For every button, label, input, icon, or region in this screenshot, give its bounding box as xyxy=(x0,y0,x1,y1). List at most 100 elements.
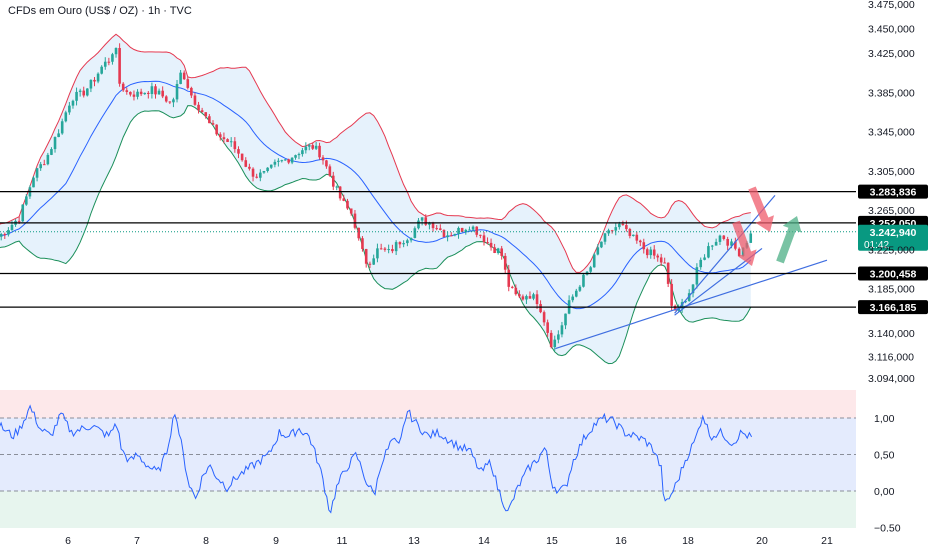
time-tick-label: 9 xyxy=(273,535,279,547)
candle-body xyxy=(521,296,525,300)
candle-body xyxy=(301,150,304,155)
candle-body xyxy=(479,234,482,236)
bollinger-bands xyxy=(0,33,752,365)
upper-channel-line xyxy=(674,195,776,314)
candle-body xyxy=(532,294,535,299)
price-tick-label: 3.116,000 xyxy=(868,351,914,363)
price-axis[interactable]: 3.475,000 3.450,000 3.425,000 3.385,000 3.34… xyxy=(868,0,915,385)
time-tick-label: 11 xyxy=(337,535,348,547)
candle-body xyxy=(96,73,100,82)
candle-body xyxy=(42,164,46,166)
candle-body xyxy=(277,160,280,162)
candle-body xyxy=(571,296,574,301)
candle-body xyxy=(7,230,10,235)
candle-body xyxy=(328,166,332,176)
candle-body xyxy=(75,91,78,101)
candle-body xyxy=(659,257,663,263)
candlesticks xyxy=(0,43,753,351)
time-tick-label: 6 xyxy=(65,535,71,547)
oscillator-tick-label: 0,50 xyxy=(874,450,895,462)
candle-body xyxy=(372,258,375,265)
oscillator-background xyxy=(0,390,856,528)
candle-body xyxy=(25,196,28,205)
candle-body xyxy=(453,233,457,236)
candle-body xyxy=(244,160,248,167)
time-axis[interactable]: 6 7 8 9 11 13 14 15 16 18 20 21 xyxy=(65,535,833,547)
price-tick-label: 3.225,000 xyxy=(868,244,915,256)
candle-body xyxy=(391,249,394,252)
candle-body xyxy=(357,227,361,239)
candle-body xyxy=(635,234,639,241)
candle-body xyxy=(164,96,168,102)
candle-body xyxy=(35,168,39,178)
candle-body xyxy=(673,305,677,311)
candle-body xyxy=(703,257,706,260)
candle-body xyxy=(652,249,656,256)
oscillator-tick-label: 1,00 xyxy=(874,413,895,425)
candle-body xyxy=(208,116,211,124)
candle-body xyxy=(17,220,21,222)
candle-body xyxy=(424,217,428,225)
key-level-label-bg xyxy=(858,266,928,281)
candle-body xyxy=(638,240,642,243)
candle-body xyxy=(376,248,379,259)
candle-body xyxy=(730,241,733,246)
candle-body xyxy=(132,94,136,97)
candle-body xyxy=(663,262,666,264)
current-price-label-bg xyxy=(858,224,928,251)
candle-body xyxy=(535,294,539,305)
candle-body xyxy=(3,234,7,236)
candle-body xyxy=(645,249,649,256)
time-tick-label: 18 xyxy=(682,535,694,547)
candle-body xyxy=(460,227,464,232)
candle-body xyxy=(71,100,75,106)
candle-body xyxy=(111,54,114,62)
candle-body xyxy=(39,164,42,169)
candle-body xyxy=(737,248,741,256)
candle-body xyxy=(211,123,215,125)
candle-body xyxy=(346,200,349,209)
oscillator-tick-label: 0,00 xyxy=(874,486,895,498)
candle-body xyxy=(406,240,409,244)
price-tick-label: 3.305,000 xyxy=(868,166,915,178)
candle-body xyxy=(0,234,3,237)
candle-body xyxy=(321,157,325,161)
candle-body xyxy=(200,110,204,113)
candle-body xyxy=(60,121,64,134)
candle-body xyxy=(182,72,186,80)
candle-body xyxy=(471,226,475,230)
candle-body xyxy=(129,91,132,95)
time-tick-label: 21 xyxy=(821,535,833,547)
candle-body xyxy=(722,235,726,239)
candle-body xyxy=(628,229,632,236)
candle-body xyxy=(603,233,607,242)
candle-body xyxy=(409,237,413,241)
candle-body xyxy=(525,296,528,300)
candle-body xyxy=(161,90,164,97)
oscillator-axis[interactable]: 1,00 0,50 0,00 −0.50 xyxy=(874,413,901,535)
candle-body xyxy=(457,227,460,234)
candle-body xyxy=(89,79,93,89)
candle-body xyxy=(342,198,346,201)
candle-body xyxy=(259,172,262,178)
candle-body xyxy=(560,325,564,335)
candle-body xyxy=(157,90,161,95)
chart-title: CFDs em Ouro (US$ / OZ) · 1h · TVC xyxy=(8,5,192,17)
candle-body xyxy=(197,104,200,111)
candle-body xyxy=(446,235,449,238)
candle-body xyxy=(311,145,314,149)
candle-body xyxy=(687,293,691,302)
overbought-zone xyxy=(0,390,856,418)
candle-body xyxy=(578,286,582,291)
candle-body xyxy=(154,86,157,95)
candle-body xyxy=(496,248,500,254)
candle-body xyxy=(670,283,673,306)
key-level-label: 3.166,185 xyxy=(870,302,917,314)
candle-body xyxy=(518,294,521,297)
price-tick-label: 3.185,000 xyxy=(868,284,915,296)
candle-body xyxy=(93,79,96,82)
candle-body xyxy=(335,186,339,188)
key-levels: 3.283,8363.252,0503.200,4583.166,1853.24… xyxy=(0,184,928,315)
current-price-label: 3.242,940 xyxy=(870,227,917,239)
